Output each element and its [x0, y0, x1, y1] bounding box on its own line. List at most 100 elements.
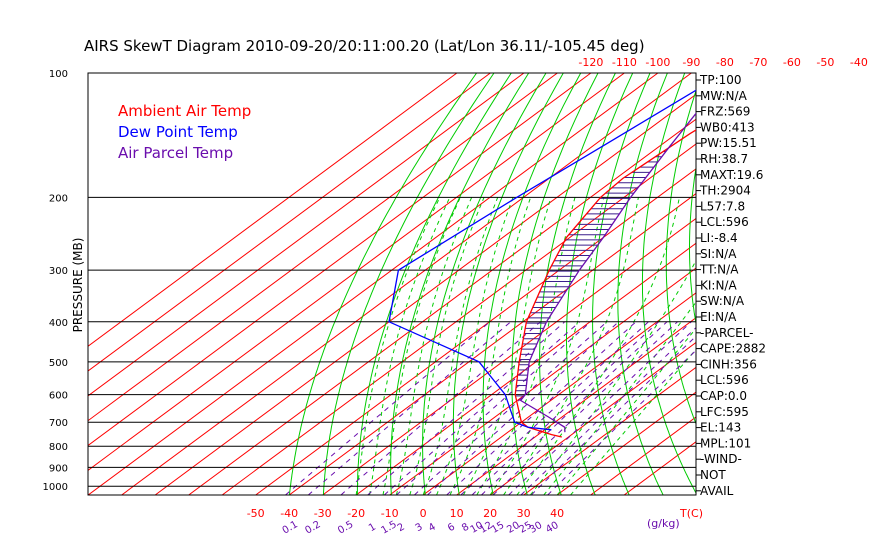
pressure-tick-label: 200 [49, 193, 68, 204]
moist-adiabat-line [382, 197, 461, 495]
dry-adiabat-line [689, 165, 696, 327]
bottom-temp-tick-label: -30 [314, 507, 332, 520]
top-temp-tick-label: -70 [749, 56, 767, 69]
chart-title: AIRS SkewT Diagram 2010-09-20/20:11:00.2… [84, 37, 645, 55]
stats-item: LCL:596 [700, 215, 749, 229]
isotherm-line [88, 73, 592, 447]
mixing-ratio-tick-label: 0.2 [303, 519, 322, 536]
stats-item: MPL:101 [700, 436, 751, 450]
isotherm-line [88, 73, 458, 347]
mixing-ratio-line [367, 321, 566, 495]
mixing-ratio-tick-label: 30 [528, 520, 545, 536]
dry-adiabat-lines [289, 73, 870, 495]
bottom-temp-tick-label: -50 [247, 507, 265, 520]
stats-item: TH:2904 [699, 184, 751, 198]
moist-adiabat-line [543, 301, 696, 495]
isotherm-line [322, 217, 696, 495]
isotherm-line [523, 366, 696, 495]
mixing-ratio-tick-label: 15 [490, 520, 507, 536]
mixing-ratio-tick-label: 2 [396, 521, 407, 534]
stats-item: MAXT:19.6 [700, 168, 763, 182]
sounding-series [388, 89, 696, 438]
moist-adiabat-line [556, 327, 696, 495]
mixing-ratio-line [427, 321, 619, 495]
isotherm-line [88, 73, 625, 471]
stats-item: CAPE:2882 [700, 342, 766, 356]
pressure-tick-label: 700 [49, 418, 68, 429]
mixing-ratio-tick-label: 0.5 [336, 519, 355, 536]
stats-item: LI:-8.4 [700, 231, 738, 245]
stats-item: LCL:596 [700, 373, 749, 387]
stats-item: WB0:413 [700, 120, 755, 134]
bottom-temp-tick-label: 20 [483, 507, 497, 520]
bottom-temp-tick-label: 10 [450, 507, 464, 520]
dry-adiabat-line [452, 73, 564, 495]
moist-adiabat-line [422, 197, 499, 495]
isotherm-line [288, 193, 696, 495]
bottom-temp-tick-label: 40 [550, 507, 564, 520]
mixing-ratio-line [471, 321, 659, 495]
moist-adiabat-lines [355, 197, 696, 495]
isotherm-line [456, 317, 696, 495]
bottom-temp-tick-label: -40 [280, 507, 298, 520]
stats-item: PW:15.51 [700, 136, 757, 150]
mixing-ratio-tick-label: 1.5 [379, 519, 398, 536]
mixing-ratio-line [307, 321, 512, 495]
legend-item: Air Parcel Temp [118, 144, 233, 162]
mixing-ratio-tick-label: 1 [367, 521, 378, 534]
dry-adiabat-line [817, 73, 870, 495]
dry-adiabat-line [482, 73, 582, 495]
stats-item: EI:N/A [700, 310, 737, 324]
stats-item: LFC:595 [700, 405, 749, 419]
pressure-tick-label: 400 [49, 318, 68, 329]
bottom-temp-tick-label: -10 [381, 507, 399, 520]
top-temp-tick-label: -60 [783, 56, 801, 69]
dry-adiabat-line [641, 73, 696, 494]
isotherm-line [422, 292, 696, 495]
dry-adiabat-line [539, 73, 616, 495]
stats-item: CAP:0.0 [700, 389, 747, 403]
stats-item: RH:38.7 [700, 152, 748, 166]
moist-adiabat-line [570, 348, 696, 495]
stats-item: FRZ:569 [700, 105, 750, 119]
isotherm-line [121, 73, 692, 495]
bottom-temp-tick-label: 30 [517, 507, 531, 520]
moist-adiabat-line [529, 259, 696, 495]
isotherm-line [489, 341, 696, 495]
moist-adiabat-line [462, 197, 552, 495]
top-temp-tick-label: -120 [578, 56, 603, 69]
mixing-ratio-line [414, 321, 608, 495]
stats-item: TT:N/A [699, 263, 739, 277]
pressure-tick-label: 500 [49, 358, 68, 369]
dry-adiabat-line [390, 73, 530, 495]
mixing-ratio-line [520, 326, 696, 495]
isotherm-line [154, 93, 696, 495]
moist-adiabat-line [476, 197, 576, 495]
moist-adiabat-line [449, 197, 532, 495]
isotherm-line [389, 267, 696, 495]
dry-adiabat-line [322, 73, 495, 495]
mixing-ratio-tick-label: 6 [446, 521, 457, 534]
y-axis-label: PRESSURE (MB) [71, 238, 85, 333]
moist-adiabat-line [436, 197, 514, 495]
dry-adiabat-line [665, 89, 696, 426]
mixing-ratio-line [285, 321, 491, 495]
top-temp-tick-label: -40 [850, 56, 868, 69]
stats-item: SI:N/A [700, 247, 737, 261]
stats-item: -WIND- [700, 452, 742, 466]
dry-adiabat-line [797, 73, 870, 495]
isotherm-line [355, 242, 696, 495]
moist-adiabat-line [516, 197, 680, 495]
moist-adiabat-line [409, 197, 485, 495]
top-temp-tick-label: -110 [612, 56, 637, 69]
mixing-ratio-tick-label: 4 [427, 521, 438, 534]
isotherm-line [88, 73, 558, 422]
legend: Ambient Air Temp Dew Point Temp Air Parcel… [118, 102, 251, 162]
dry-adiabat-line [855, 73, 870, 495]
mixing-ratio-tick-label: 3 [414, 521, 425, 534]
dry-adiabat-line [289, 73, 478, 495]
isotherm-line [590, 416, 696, 495]
isotherm-line [556, 391, 696, 495]
